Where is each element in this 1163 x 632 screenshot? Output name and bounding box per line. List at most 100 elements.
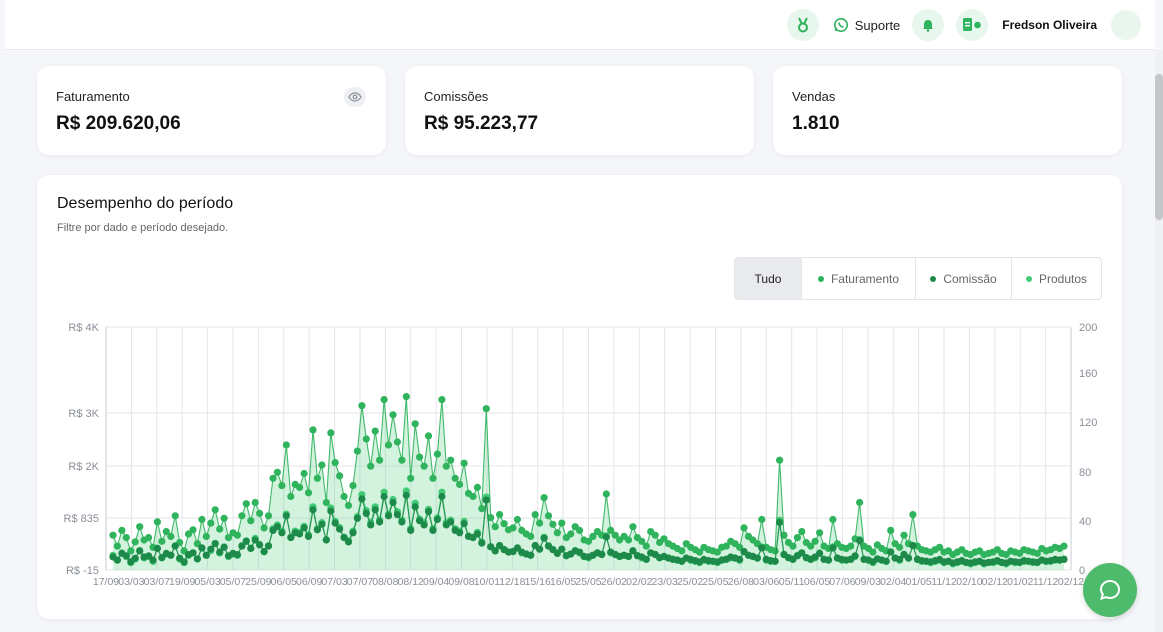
x-tick-label: 03/06 <box>753 576 779 588</box>
data-point <box>296 530 304 538</box>
data-point <box>753 554 762 562</box>
data-point <box>309 506 317 514</box>
x-tick-label: 02/04 <box>880 576 906 588</box>
data-point <box>145 534 153 542</box>
data-point <box>242 500 250 508</box>
data-point <box>402 491 410 499</box>
filter-tudo[interactable]: Tudo <box>735 258 802 299</box>
data-point <box>536 545 544 553</box>
chat-button[interactable] <box>1083 563 1137 617</box>
data-point <box>811 537 819 545</box>
data-point <box>331 519 339 527</box>
data-point <box>611 531 619 539</box>
data-point <box>193 540 201 548</box>
data-point <box>327 429 335 437</box>
stat-card-vendas: Vendas 1.810 <box>773 66 1122 155</box>
data-point <box>180 558 188 566</box>
x-tick-label: 09/03 <box>855 576 881 588</box>
x-tick-label: 25/02 <box>677 576 703 588</box>
data-point <box>496 541 504 550</box>
data-point <box>460 459 468 467</box>
data-point <box>278 482 286 490</box>
data-point <box>584 537 593 545</box>
filter-produtos[interactable]: Produtos <box>1012 258 1101 299</box>
data-point <box>496 510 504 519</box>
data-point <box>776 456 784 464</box>
user-name[interactable]: Fredson Oliveira <box>1002 18 1097 32</box>
data-point <box>602 490 610 498</box>
avatar[interactable] <box>1111 10 1141 40</box>
data-point <box>527 551 535 559</box>
data-point <box>287 492 295 501</box>
data-point <box>313 474 321 482</box>
data-point <box>340 534 348 542</box>
data-point <box>509 524 517 532</box>
data-point <box>282 441 290 449</box>
data-point <box>424 432 433 440</box>
toggle-visibility-button[interactable] <box>344 87 366 107</box>
data-point <box>478 539 486 547</box>
support-link[interactable]: Suporte <box>833 17 900 33</box>
data-point <box>322 536 330 544</box>
data-point <box>758 544 766 552</box>
data-point <box>247 517 255 525</box>
data-point <box>713 548 722 556</box>
data-point <box>251 536 259 544</box>
data-point <box>216 525 224 533</box>
data-point <box>136 547 144 555</box>
performance-title: Desempenho do período <box>57 195 234 212</box>
legend-dot <box>930 275 937 282</box>
data-point <box>189 549 197 557</box>
scrollbar-track[interactable] <box>1155 50 1163 632</box>
filter-label: Tudo <box>754 271 782 286</box>
data-point <box>460 520 468 528</box>
data-point <box>367 521 375 529</box>
data-point <box>447 456 455 464</box>
data-point <box>198 544 206 552</box>
data-point <box>158 537 166 545</box>
chart-filter-group: Tudo Faturamento Comissão Produtos <box>734 257 1102 300</box>
data-point <box>638 537 646 545</box>
data-point <box>1033 549 1041 558</box>
data-point <box>909 541 917 550</box>
data-point <box>540 494 548 502</box>
data-point <box>353 514 361 522</box>
x-tick-label: 05/07 <box>220 576 246 588</box>
data-point <box>296 483 304 491</box>
data-point <box>469 492 477 501</box>
data-point <box>558 545 566 553</box>
data-point <box>736 555 744 564</box>
medal-button[interactable] <box>786 9 819 41</box>
documents-button[interactable] <box>956 9 989 41</box>
notifications-button[interactable] <box>912 9 945 41</box>
x-tick-label: 26/02 <box>601 576 627 588</box>
data-point <box>393 510 401 519</box>
data-point <box>118 526 126 535</box>
x-tick-label: 08/12 <box>398 576 424 588</box>
data-point <box>207 519 215 527</box>
top-bar: Suporte Fredson Oliveira <box>5 0 1155 50</box>
data-point <box>856 498 864 507</box>
data-point <box>847 542 855 550</box>
data-point <box>624 536 633 544</box>
data-point <box>122 534 130 542</box>
x-tick-label: 11/12 <box>1033 576 1059 588</box>
data-point <box>211 506 219 514</box>
data-point <box>349 482 357 490</box>
data-point <box>882 557 890 565</box>
data-point <box>131 538 139 546</box>
x-tick-label: 26/08 <box>728 576 754 588</box>
data-point <box>260 524 268 532</box>
data-point <box>429 526 437 535</box>
data-point <box>451 474 459 482</box>
data-point <box>113 542 121 550</box>
data-point <box>242 537 250 545</box>
data-point <box>789 542 797 550</box>
scrollbar-thumb[interactable] <box>1155 74 1163 220</box>
x-tick-label: 07/06 <box>829 576 855 588</box>
data-point <box>269 474 277 482</box>
data-point <box>376 518 384 526</box>
filter-faturamento[interactable]: Faturamento <box>802 258 916 299</box>
filter-comissao[interactable]: Comissão <box>916 258 1012 299</box>
